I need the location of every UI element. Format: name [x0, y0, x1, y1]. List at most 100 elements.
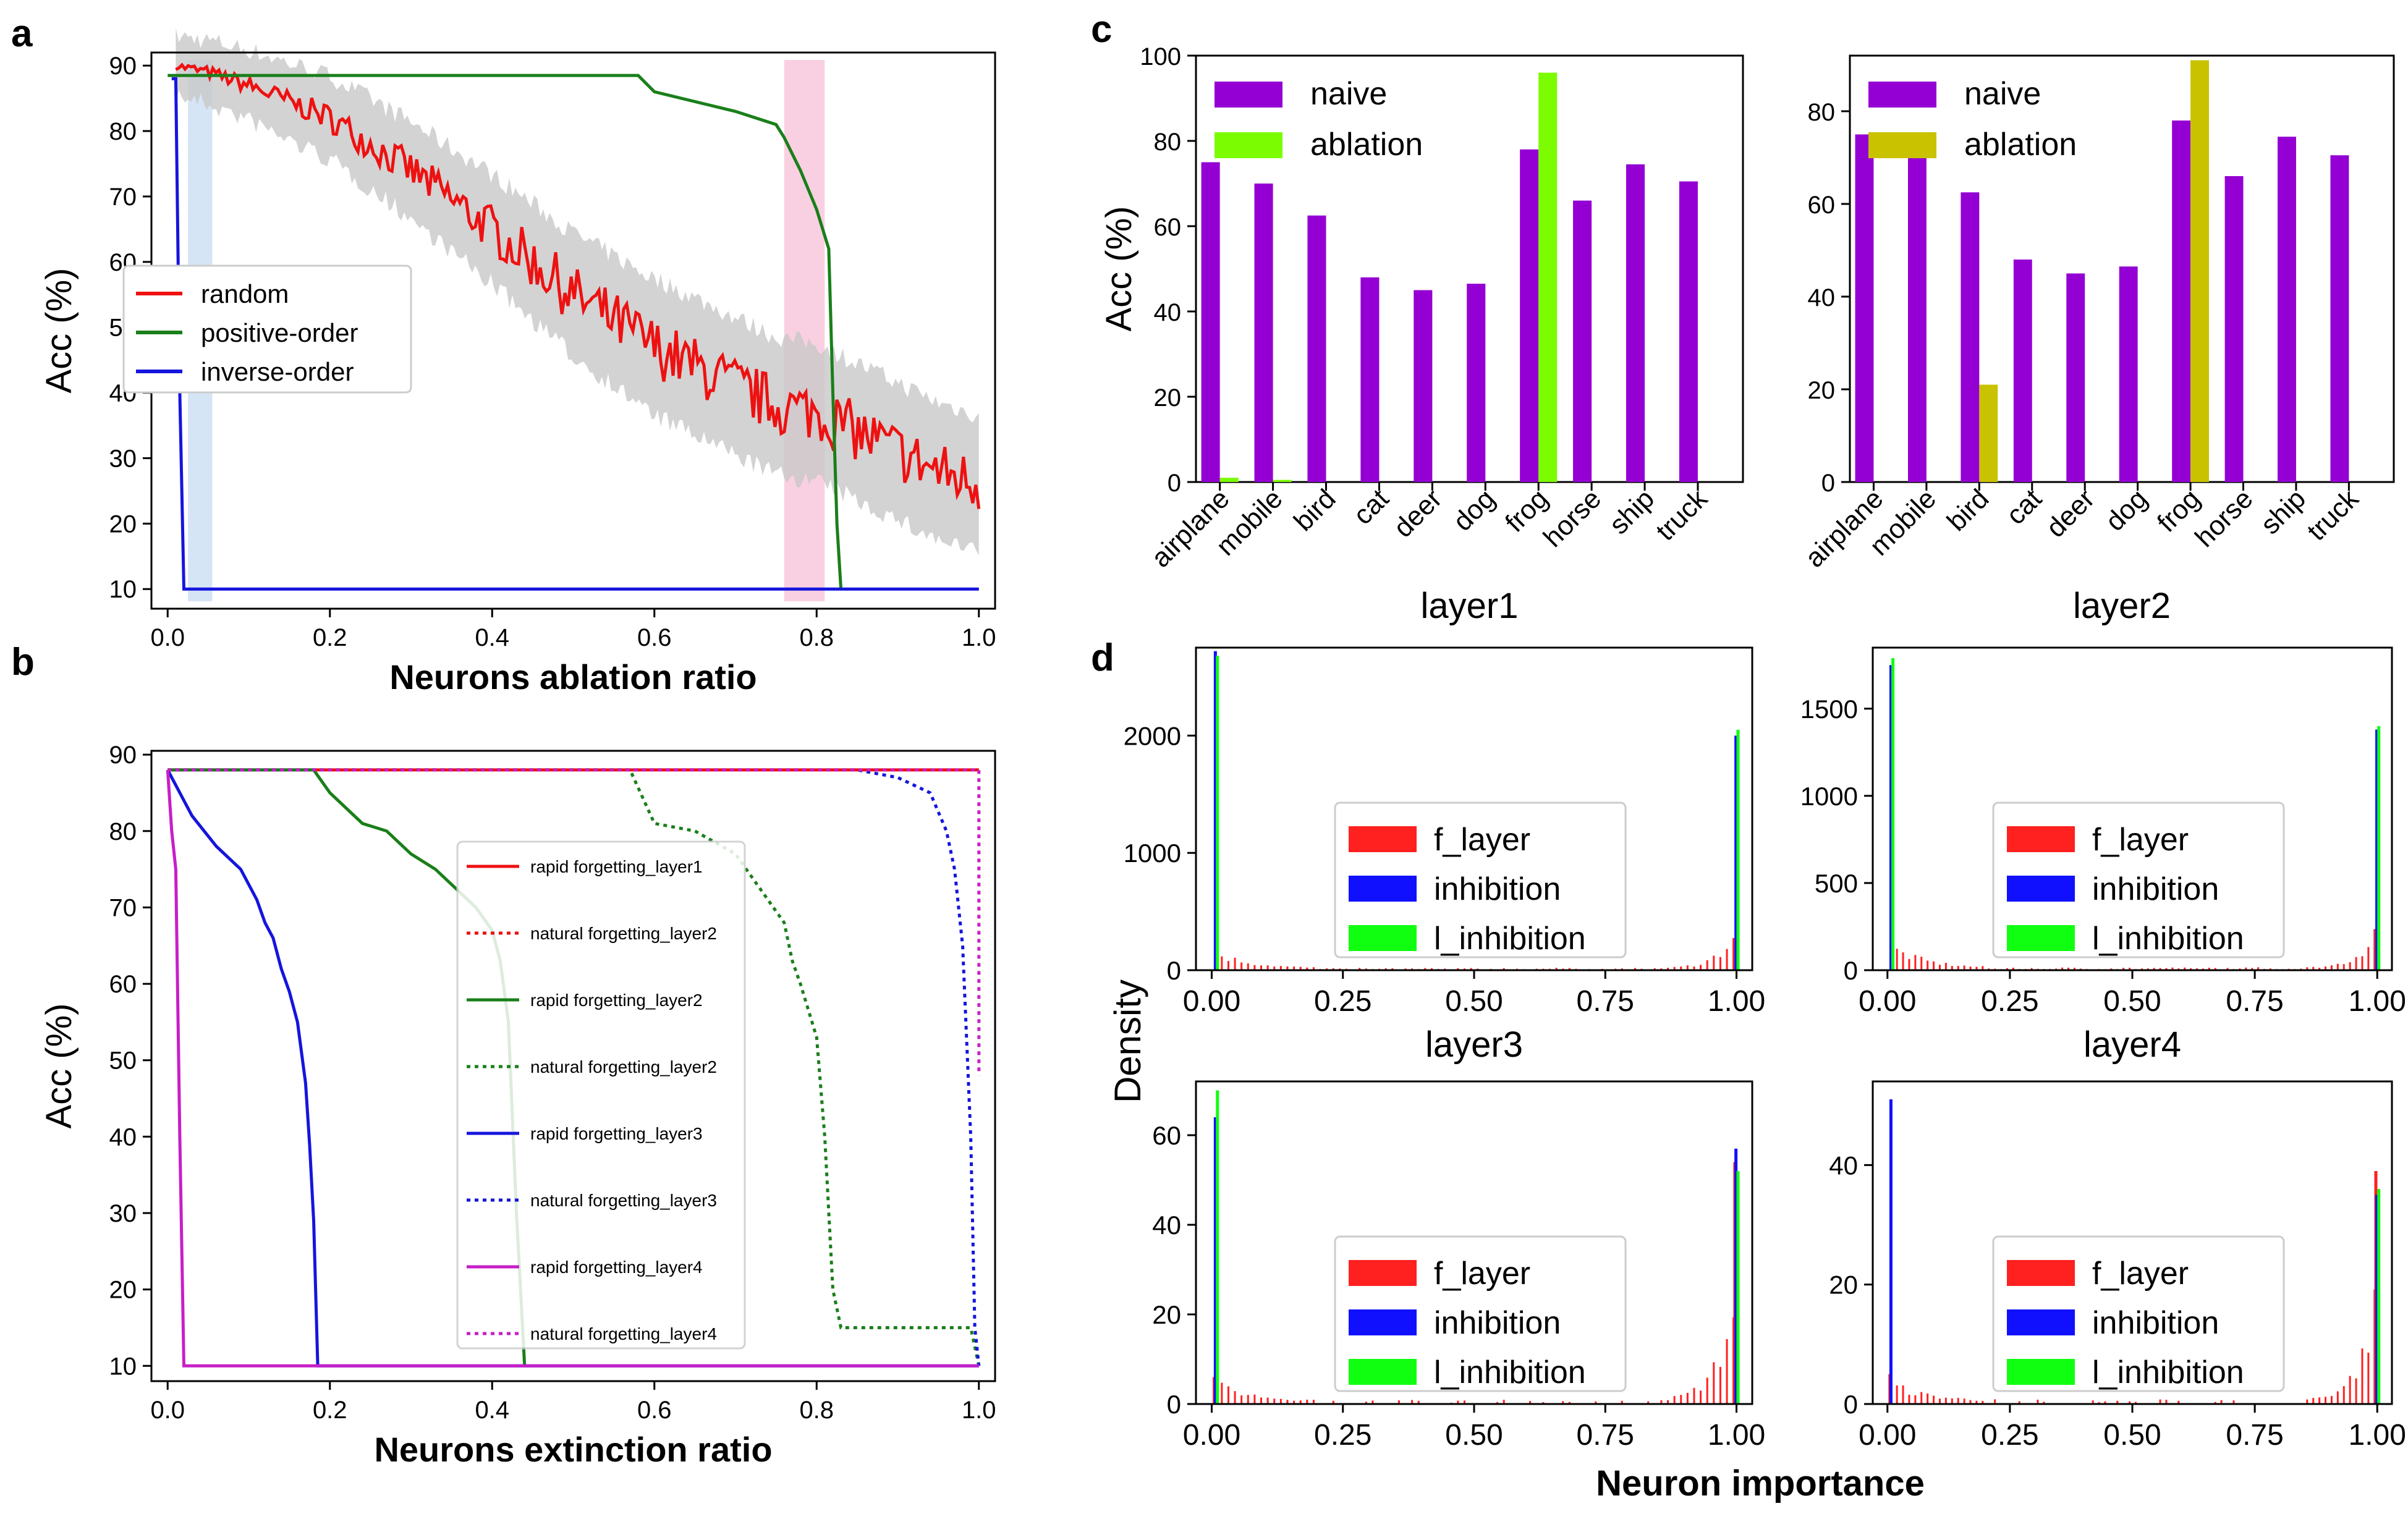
hist-spike-green: [1216, 1090, 1219, 1404]
legend-swatch-inhibition: [2007, 876, 2075, 902]
hist-bar-f_layer: [1470, 968, 1472, 970]
legend-label-l_inhibition: l_inhibition: [1434, 921, 1586, 957]
hist-bar-f_layer: [2153, 968, 2155, 970]
hist-bar-f_layer: [2184, 967, 2186, 970]
hist-bar-f_layer: [1951, 1398, 1953, 1404]
series-line-positive-order-1: [167, 74, 843, 590]
legend-label-l_inhibition: l_inhibition: [1434, 1355, 1586, 1390]
hist-bar-f_layer: [1732, 937, 1735, 970]
hist-bar-f_layer: [1647, 1401, 1650, 1404]
hist-bar-f_layer: [1306, 967, 1308, 970]
hist-bar-f_layer: [1562, 1401, 1564, 1404]
hist-bar-f_layer: [1312, 967, 1315, 970]
hist-bar-f_layer: [1938, 965, 1941, 970]
hist-bar-f_layer: [1359, 968, 1361, 970]
hist-bar-f_layer: [2165, 1400, 2168, 1404]
bar-naive-ship: [2278, 137, 2296, 482]
hist-bar-f_layer: [1667, 968, 1669, 970]
legend-swatch-inhibition: [2007, 1309, 2075, 1335]
y-tick-label: 10: [109, 576, 137, 603]
hist-bar-f_layer: [1700, 1390, 1702, 1404]
hist-bar-f_layer: [2092, 1400, 2094, 1404]
hist-bar-f_layer: [1260, 965, 1263, 970]
hist-bar-f_layer: [2373, 929, 2376, 970]
hist-bar-f_layer: [2349, 962, 2351, 970]
bar-naive-mobile: [1907, 158, 1927, 482]
legend-label-inhibition: inhibition: [2092, 1305, 2219, 1341]
hist-bar-f_layer: [1982, 966, 1984, 970]
hist-bar-f_layer: [2306, 1399, 2308, 1404]
legend-swatch-naive: [1868, 82, 1936, 108]
hist-bar-f_layer: [2067, 967, 2069, 970]
legend-label-ablation: ablation: [1310, 127, 1423, 163]
series-line-rapid-forgetting_layer4-6: [166, 769, 979, 1368]
hist-bar-f_layer: [1653, 968, 1656, 970]
hist-bar-f_layer: [2037, 1399, 2039, 1404]
hist-bar-f_layer: [1660, 1400, 1663, 1404]
hist-bar-f_layer: [1424, 968, 1427, 970]
x-tick-label: 0.25: [1981, 985, 2038, 1018]
legend-swatch-f_layer: [2007, 826, 2075, 852]
x-tick-label: 0.25: [1314, 1419, 1371, 1452]
y-tick-label: 60: [1154, 214, 1182, 241]
legend-box: [456, 840, 746, 1350]
hist-bar-f_layer: [1312, 1400, 1315, 1404]
hist-bar-f_layer: [1902, 952, 1904, 970]
y-tick-label: 20: [109, 1277, 137, 1304]
y-tick-label: 20: [1154, 384, 1182, 412]
hist-spike-green: [1736, 1171, 1740, 1404]
y-tick-label: 0: [1168, 470, 1181, 497]
hist-bar-f_layer: [2196, 968, 2198, 970]
hist-bar-f_layer: [2129, 968, 2131, 970]
hist-bar-f_layer: [1908, 958, 1910, 970]
hist-bar-f_layer: [1247, 963, 1249, 970]
hist-bar-f_layer: [2312, 966, 2315, 970]
chart-panel-d-1: 0 1000 2000 0.00 0.25 0.50 0.75 1.00 f_layerinhi…: [1124, 646, 1765, 1065]
y-tick-label: 60: [1152, 1121, 1181, 1150]
legend-swatch-l_inhibition: [2007, 1359, 2075, 1385]
hist-bar-f_layer: [1944, 1397, 1947, 1404]
x-tick-label: 0.2: [313, 1397, 347, 1424]
y-tick-label: 50: [109, 1047, 137, 1075]
hist-bar-f_layer: [1568, 1402, 1571, 1404]
x-tick-label: 0.25: [1981, 1419, 2038, 1452]
hist-bar-f_layer: [1896, 1385, 1898, 1404]
hist-bar-f_layer: [2165, 968, 2168, 970]
x-tick-label: 0.00: [1859, 985, 1916, 1018]
hist-bar-f_layer: [2226, 968, 2229, 970]
hist-bar-f_layer: [1634, 968, 1636, 970]
legend-swatch-f_layer: [1349, 1260, 1417, 1286]
hist-bar-f_layer: [1279, 1398, 1282, 1404]
panel-label-d: d: [1091, 636, 1114, 679]
legend-label-2: rapid forgetting_layer2: [530, 991, 703, 1010]
x-tick-label-deer: deer: [1388, 483, 1448, 543]
hist-bar-f_layer: [1240, 962, 1243, 970]
hist-spike-blue: [1889, 665, 1893, 970]
y-tick-label: 40: [1829, 1151, 1858, 1180]
legend-swatch-ablation: [1868, 132, 1936, 158]
legend-label-ablation: ablation: [1964, 127, 2077, 163]
x-tick-label: 1.00: [2349, 985, 2406, 1018]
hist-bar-f_layer: [1933, 961, 1935, 970]
x-tick-label: 1.0: [962, 624, 996, 651]
x-tick-label: 0.8: [799, 624, 834, 651]
hist-spike-blue: [2375, 729, 2379, 970]
hist-bar-f_layer: [2159, 968, 2161, 970]
bar-naive-cat: [2013, 260, 2032, 482]
axis-xlabel-neuron-importance: Neuron importance: [1596, 1463, 1925, 1503]
hist-bar-f_layer: [1927, 960, 1929, 970]
y-tick-label: 0: [1167, 956, 1181, 985]
hist-bar-f_layer: [1706, 1377, 1708, 1404]
x-tick-label-cat: cat: [2001, 483, 2048, 530]
hist-spike-blue: [2375, 1195, 2379, 1404]
hist-bar-f_layer: [1680, 1395, 1682, 1404]
hist-bar-f_layer: [2312, 1398, 2315, 1404]
bar-naive-airplane: [1855, 134, 1874, 482]
bar-naive-ship: [1626, 164, 1645, 482]
hist-bar-f_layer: [2367, 1352, 2370, 1404]
y-tick-label: 40: [1808, 284, 1836, 311]
hist-bar-f_layer: [2336, 1391, 2339, 1404]
hist-bar-f_layer: [1969, 966, 1972, 970]
hist-bar-f_layer: [2257, 967, 2260, 970]
